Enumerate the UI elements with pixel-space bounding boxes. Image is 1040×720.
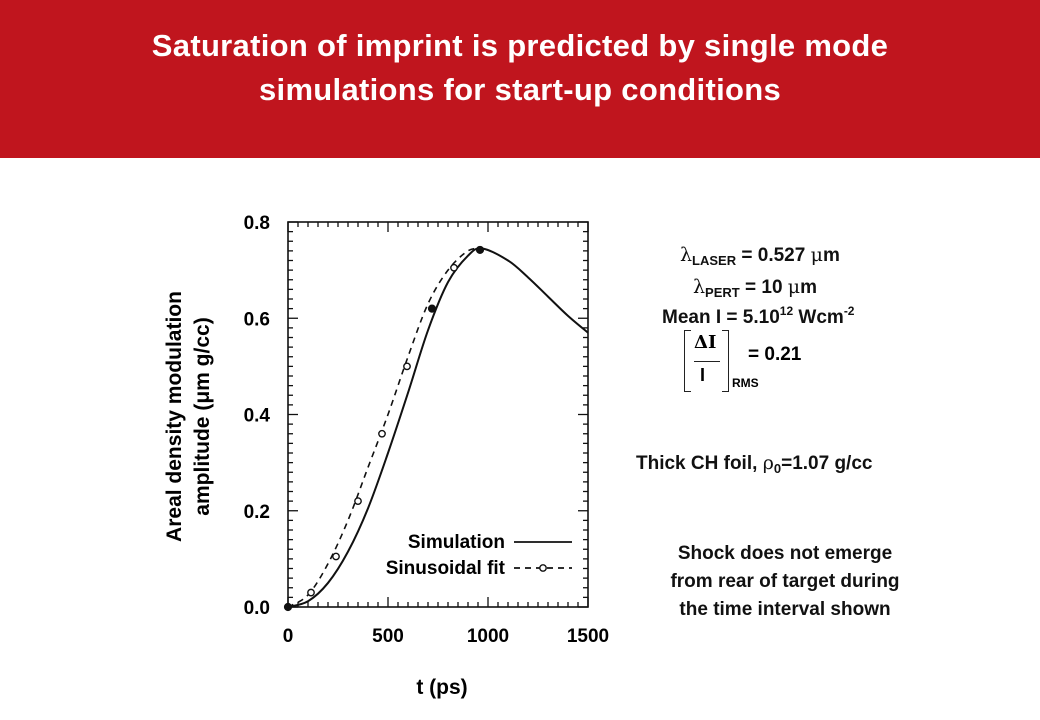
x-tick-label: 1000 [467, 626, 509, 647]
fit-marker-open [307, 588, 315, 597]
left-bracket [684, 330, 691, 392]
simulation-series-line [287, 247, 589, 608]
shock-note-line-1: Shock does not emerge [677, 543, 893, 564]
y-tick-label: 0.2 [244, 502, 270, 523]
x-tick-label: 0 [283, 626, 294, 647]
laser-wavelength: λLASER = 0.527 μm [680, 244, 840, 268]
fit-marker-filled [283, 602, 293, 612]
rms-denominator: I [700, 365, 706, 385]
title-banner: Saturation of imprint is predicted by si… [0, 0, 1040, 158]
slide-title-line-2: simulations for start-up conditions [258, 72, 781, 107]
fit-marker-open [378, 429, 386, 438]
y-axis-label-line-2: amplitude (μm g/cc) [191, 317, 214, 515]
fit-marker-open [403, 362, 411, 371]
y-tick-label: 0.8 [244, 213, 270, 234]
rms-subscript: RMS [732, 376, 759, 390]
right-bracket [722, 330, 729, 392]
y-tick-label: 0.0 [244, 598, 270, 619]
mean-intensity: Mean I = 5.1012 Wcm-2 [662, 304, 855, 328]
perturbation-wavelength: λPERT = 10 μm [693, 276, 818, 300]
slide-title-line-1: Saturation of imprint is predicted by si… [151, 28, 889, 63]
fit-marker-open [332, 552, 340, 561]
y-tick-label: 0.4 [244, 406, 271, 427]
legend-simulation-label: Simulation [408, 532, 505, 553]
fit-marker-open [354, 497, 362, 506]
fit-marker-open [450, 263, 458, 272]
y-tick-label: 0.6 [244, 309, 270, 330]
foil-description: Thick CH foil, ρ0=1.07 g/cc [636, 452, 873, 476]
x-axis-label: t (ps) [416, 676, 467, 699]
fraction-bar [694, 361, 720, 362]
legend-fit-marker [539, 564, 547, 572]
rms-value: = 0.21 [748, 344, 802, 365]
shock-note-line-2: from rear of target during [670, 571, 900, 592]
fit-marker-filled [475, 245, 485, 255]
rms-intensity-ratio: ΔI I RMS = 0.21 [680, 330, 860, 400]
shock-note: Shock does not emerge from rear of targe… [620, 540, 950, 624]
fit-marker-filled [427, 304, 437, 313]
rms-numerator: ΔI [694, 332, 717, 353]
legend-fit-label: Sinusoidal fit [386, 558, 506, 579]
sinusoidal-fit-series-line [287, 247, 483, 608]
shock-note-line-3: the time interval shown [679, 599, 891, 620]
y-axis-label-line-1: Areal density modulation [163, 291, 186, 542]
x-tick-label: 1500 [567, 626, 609, 647]
x-tick-label: 500 [372, 626, 404, 647]
